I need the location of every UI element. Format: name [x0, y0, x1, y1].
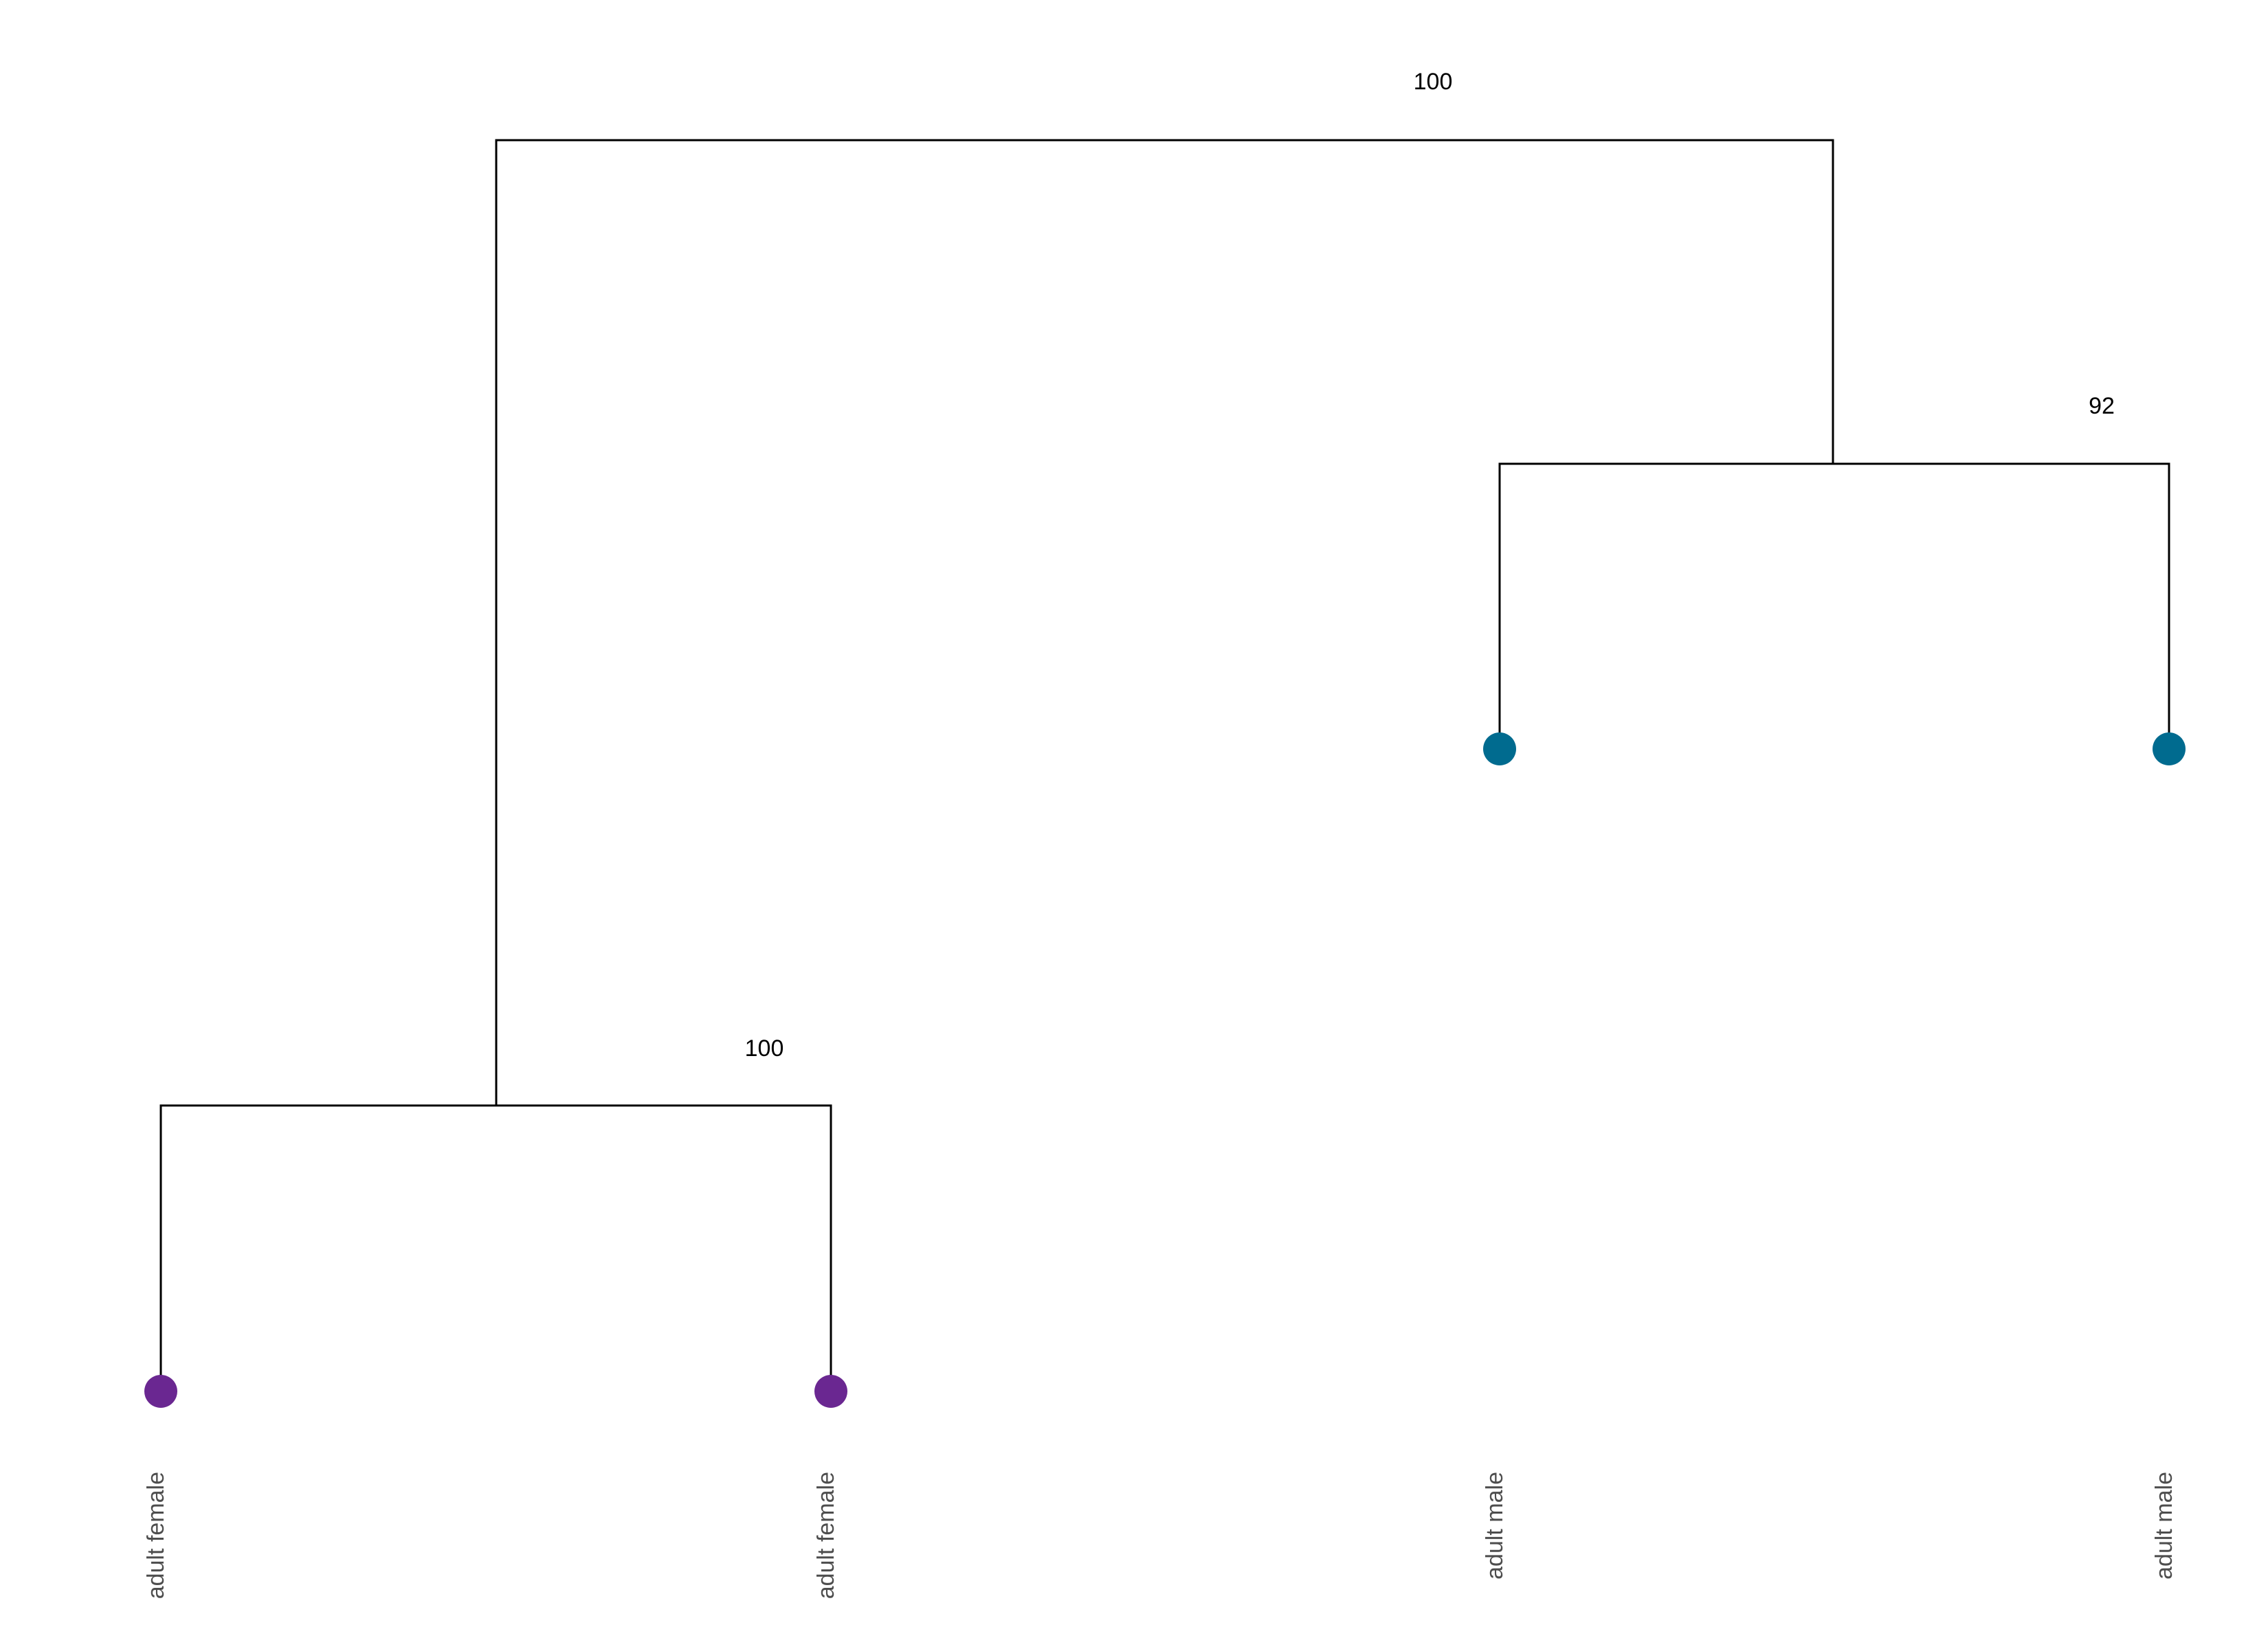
leaf-label-4: adult male	[2151, 1472, 2177, 1580]
root-support-label: 100	[1414, 69, 1453, 95]
leaf-marker-male-2	[2153, 732, 2186, 765]
leaf-label-2: adult female	[813, 1472, 839, 1599]
male-clade-support-label: 92	[2089, 393, 2115, 419]
leaf-marker-female-1	[144, 1375, 177, 1408]
leaf-label-3: adult male	[1482, 1472, 1508, 1580]
leaf-marker-male-1	[1483, 732, 1516, 765]
leaf-label-1: adult female	[143, 1472, 169, 1599]
female-clade-support-label: 100	[745, 1035, 784, 1062]
leaf-marker-female-2	[814, 1375, 847, 1408]
